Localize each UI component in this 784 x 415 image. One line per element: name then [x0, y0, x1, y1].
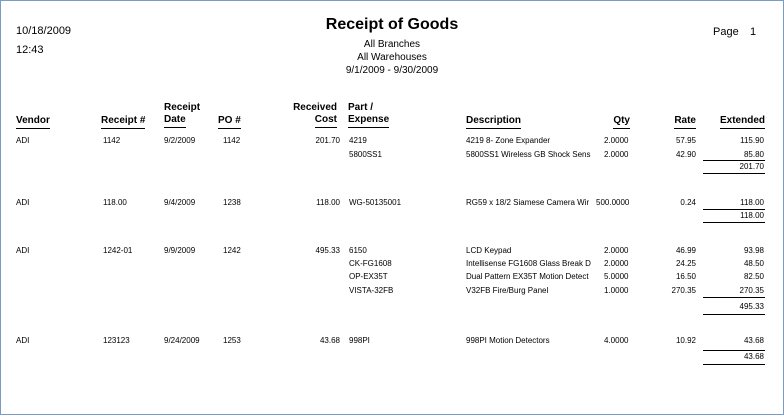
- line-extended: 118.00: [740, 198, 764, 207]
- line-qty: 2.0000: [604, 259, 629, 268]
- line-part: 5800SS1: [349, 150, 382, 159]
- col-part-expense: Part / Expense: [348, 102, 390, 128]
- col-received-cost: Received Cost: [280, 102, 337, 128]
- subtotal-rule: [703, 160, 765, 161]
- line-extended: 43.68: [743, 336, 764, 345]
- receipt-total: 495.33: [739, 302, 764, 311]
- report-title: Receipt of Goods: [325, 16, 459, 33]
- line-part: OP-EX35T: [349, 272, 388, 281]
- total-rule: [703, 364, 765, 365]
- line-extended: 85.80: [743, 150, 764, 159]
- receipt-po: 1238: [223, 198, 241, 207]
- total-rule: [703, 222, 765, 223]
- report-date: 10/18/2009: [16, 25, 72, 37]
- receipt-cost: 201.70: [315, 136, 340, 145]
- line-rate: 270.35: [671, 286, 696, 295]
- col-description: Description: [466, 115, 522, 129]
- receipt-date: 9/2/2009: [164, 136, 196, 145]
- line-part: WG-50135001: [349, 198, 402, 207]
- page-number: 1: [750, 26, 757, 38]
- line-description: V32FB Fire/Burg Panel: [466, 286, 549, 295]
- line-extended: 270.35: [739, 286, 764, 295]
- line-description: Intellisense FG1608 Glass Break D: [466, 259, 591, 268]
- col-receipt-no: Receipt #: [101, 115, 146, 129]
- report-warehouses: All Warehouses: [357, 52, 427, 63]
- receipt-po: 1253: [223, 336, 241, 345]
- receipt-date: 9/4/2009: [164, 198, 196, 207]
- receipt-number: 1142: [103, 136, 121, 145]
- total-rule: [703, 173, 765, 174]
- line-part: VISTA-32FB: [349, 286, 394, 295]
- subtotal-rule: [703, 350, 765, 351]
- line-qty: 4.0000: [604, 336, 629, 345]
- line-qty: 2.0000: [604, 246, 629, 255]
- receipt-total: 201.70: [739, 162, 764, 171]
- line-description: 5800SS1 Wireless GB Shock Sens: [466, 150, 591, 159]
- receipt-total: 43.68: [743, 352, 764, 361]
- receipt-cost: 118.00: [316, 198, 340, 207]
- line-description: LCD Keypad: [466, 246, 512, 255]
- line-qty: 2.0000: [604, 150, 629, 159]
- line-part: 6150: [349, 246, 367, 255]
- subtotal-rule: [703, 297, 765, 298]
- receipt-vendor: ADI: [16, 136, 30, 145]
- receipt-cost: 495.33: [315, 246, 340, 255]
- report-date-range: 9/1/2009 - 9/30/2009: [345, 65, 439, 76]
- line-rate: 46.99: [675, 246, 696, 255]
- receipt-vendor: ADI: [16, 336, 30, 345]
- receipt-total: 118.00: [740, 211, 764, 220]
- line-description: RG59 x 18/2 Siamese Camera Wir: [466, 198, 590, 207]
- report-branches: All Branches: [363, 39, 421, 50]
- total-rule: [703, 314, 765, 315]
- line-qty: 500.0000: [596, 198, 630, 207]
- receipt-date: 9/9/2009: [164, 246, 196, 255]
- line-qty: 5.0000: [604, 272, 629, 281]
- line-extended: 48.50: [743, 259, 764, 268]
- line-extended: 82.50: [743, 272, 764, 281]
- receipt-po: 1242: [223, 246, 241, 255]
- line-rate: 24.25: [675, 259, 696, 268]
- col-extended: Extended: [710, 115, 765, 129]
- line-rate: 42.90: [675, 150, 696, 159]
- line-description: 4219 8- Zone Expander: [466, 136, 551, 145]
- page-label: Page: [713, 26, 739, 38]
- receipt-vendor: ADI: [16, 246, 30, 255]
- line-rate: 57.95: [675, 136, 696, 145]
- receipt-number: 123123: [103, 336, 130, 345]
- receipt-number: 118.00: [103, 198, 127, 207]
- line-rate: 10.92: [675, 336, 696, 345]
- line-qty: 1.0000: [604, 286, 629, 295]
- receipt-date: 9/24/2009: [164, 336, 200, 345]
- col-rate: Rate: [656, 115, 696, 129]
- line-extended: 93.98: [743, 246, 764, 255]
- col-qty: Qty: [590, 115, 630, 129]
- line-part: 998PI: [349, 336, 370, 345]
- receipt-cost: 43.68: [319, 336, 340, 345]
- col-vendor: Vendor: [16, 115, 50, 129]
- line-description: Dual Pattern EX35T Motion Detect: [466, 272, 589, 281]
- report-time: 12:43: [16, 44, 44, 56]
- line-part: CK-FG1608: [349, 259, 392, 268]
- receipt-number: 1242-01: [103, 246, 133, 255]
- line-part: 4219: [349, 136, 367, 145]
- line-qty: 2.0000: [604, 136, 629, 145]
- line-description: 998PI Motion Detectors: [466, 336, 550, 345]
- col-po: PO #: [218, 115, 241, 129]
- line-extended: 115.90: [740, 136, 764, 145]
- receipt-vendor: ADI: [16, 198, 30, 207]
- line-rate: 16.50: [675, 272, 696, 281]
- receipt-po: 1142: [223, 136, 241, 145]
- line-rate: 0.24: [680, 198, 696, 207]
- col-receipt-date: Receipt Date: [164, 102, 200, 128]
- subtotal-rule: [703, 209, 765, 210]
